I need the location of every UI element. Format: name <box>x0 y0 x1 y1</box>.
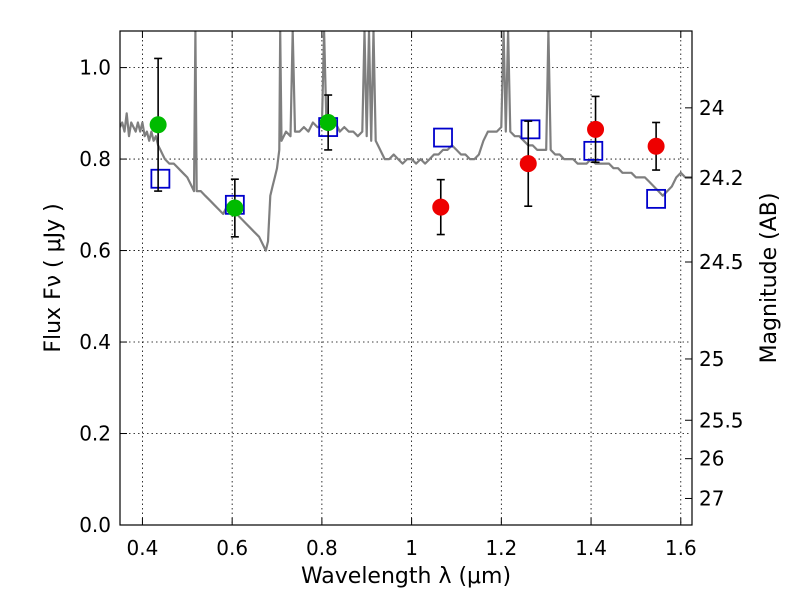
axis-ticks: 0.4 0.6 0.8 1 1.2 1.4 1.6 0.0 0.2 0.4 0.6 0.8 1.0 24 2… <box>79 31 744 560</box>
red-data-point <box>519 155 537 173</box>
x-tick-label: 0.6 <box>216 536 248 560</box>
y2-tick-label: 24.2 <box>699 166 744 190</box>
green-data-point <box>319 113 337 131</box>
model-photometry-square <box>433 127 453 148</box>
x-tick-label: 1.6 <box>665 536 697 560</box>
y-tick-label: 0.4 <box>79 330 111 354</box>
y-tick-label: 0.0 <box>79 513 111 537</box>
y-tick-label: 1.0 <box>79 56 111 80</box>
y2-tick-label: 24.5 <box>699 250 744 274</box>
model-photometry-square <box>150 168 171 189</box>
model-photometry-square <box>520 119 541 140</box>
x-tick-label: 0.4 <box>127 536 159 560</box>
y2-axis-label: Magnitude (AB) <box>757 193 782 364</box>
y-tick-label: 0.8 <box>79 147 111 171</box>
y-tick-label: 0.2 <box>79 422 111 446</box>
x-axis-label: Wavelength λ (μm) <box>301 564 511 589</box>
y2-tick-label: 25 <box>699 347 724 371</box>
x-tick-label: 0.8 <box>306 536 338 560</box>
x-tick-label: 1.4 <box>575 536 607 560</box>
red-data-point <box>432 198 450 216</box>
model-spectrum <box>120 31 692 252</box>
y-tick-label: 0.6 <box>79 239 111 263</box>
model-photometry-square <box>583 140 604 161</box>
grid <box>120 31 692 526</box>
x-tick-label: 1 <box>405 536 418 560</box>
y2-tick-label: 27 <box>699 486 724 510</box>
y2-tick-label: 24 <box>699 96 724 120</box>
red-data-point <box>647 137 665 155</box>
y2-tick-label: 26 <box>699 447 724 471</box>
x-tick-label: 1.2 <box>485 536 517 560</box>
y2-tick-label: 25.5 <box>699 408 744 432</box>
green-data-point <box>149 116 167 134</box>
plot-frame <box>119 30 693 526</box>
red-data-point <box>587 120 605 138</box>
model-photometry-square <box>646 188 667 209</box>
data-points <box>149 57 667 238</box>
green-data-point <box>226 199 244 217</box>
model-spectrum-line <box>120 31 692 252</box>
y-axis-label: Flux Fν ( μJy ) <box>41 203 66 352</box>
